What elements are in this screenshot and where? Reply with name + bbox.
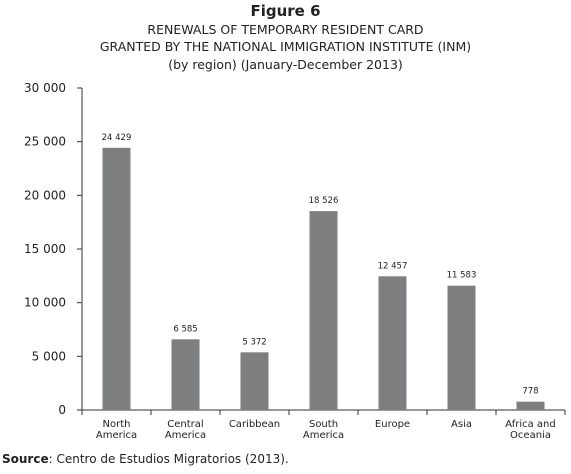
x-tick-label: America: [303, 430, 344, 441]
bar: [309, 211, 338, 410]
data-label: 18 526: [309, 196, 339, 206]
source-text: : Centro de Estudios Migratorios (2013).: [48, 452, 289, 466]
bar-chart: 0 5 000 10 000 15 000 20 000 25 000 30 000 24 4…: [24, 81, 566, 441]
y-tick-label: 20 000: [24, 188, 66, 202]
source-label: Source: [2, 452, 49, 466]
chart-title-line-2: GRANTED BY THE NATIONAL IMMIGRATION INST…: [99, 39, 472, 54]
data-label: 6 585: [173, 324, 197, 334]
bar: [516, 401, 545, 410]
chart-title-line-1: RENEWALS OF TEMPORARY RESIDENT CARD: [147, 22, 424, 37]
y-tick-label: 5 000: [32, 349, 66, 363]
data-label: 24 429: [102, 133, 132, 143]
y-tick-label: 0: [58, 403, 66, 417]
y-tick-label: 30 000: [24, 81, 66, 95]
y-tick-label: 25 000: [24, 135, 66, 149]
data-label: 778: [522, 387, 538, 397]
data-label: 11 583: [447, 271, 477, 281]
bar: [378, 276, 407, 410]
chart-subtitle: (by region) (January-December 2013): [168, 57, 403, 72]
y-tick-label: 15 000: [24, 242, 66, 256]
x-tick-label: Africa and: [505, 419, 556, 430]
x-tick-label: Europe: [375, 419, 410, 430]
bar: [102, 147, 131, 410]
data-label: 12 457: [378, 261, 408, 271]
data-label: 5 372: [242, 337, 266, 347]
bar: [447, 285, 476, 410]
x-tick-label: Caribbean: [229, 419, 280, 430]
x-tick-label: Asia: [451, 419, 472, 430]
x-tick-label: North: [103, 419, 131, 430]
figure-label: Figure 6: [250, 2, 321, 20]
x-tick-label: South: [309, 419, 338, 430]
bar: [240, 352, 269, 410]
source-note: Source: Centro de Estudios Migratorios (…: [2, 452, 289, 466]
x-tick-label: Central: [167, 419, 203, 430]
x-tick-label: Oceania: [510, 430, 551, 441]
bar: [171, 339, 200, 410]
x-tick-label: America: [96, 430, 137, 441]
y-tick-label: 10 000: [24, 296, 66, 310]
x-tick-label: America: [165, 430, 206, 441]
